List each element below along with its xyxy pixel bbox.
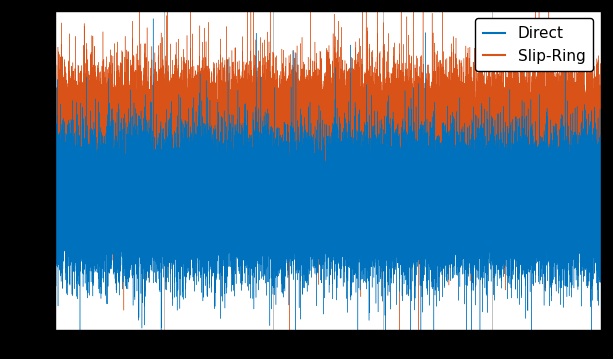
Slip-Ring [597,182,604,187]
Direct [380,229,387,233]
Slip-Ring [89,150,96,154]
Direct [457,192,464,196]
Slip-Ring [261,125,268,130]
Direct [261,198,268,202]
Direct [597,152,604,156]
Direct [183,170,190,174]
Slip-Ring [380,158,387,163]
Slip-Ring [457,166,464,171]
Direct [348,195,355,199]
Direct [150,17,157,21]
Slip-Ring [183,167,190,171]
Slip-Ring [348,147,355,151]
Slip-Ring [286,346,293,351]
Legend: Direct, Slip-Ring: Direct, Slip-Ring [475,18,593,71]
Line: Direct: Direct [55,19,601,359]
Line: Slip-Ring: Slip-Ring [55,0,601,349]
Slip-Ring [51,125,59,129]
Direct [51,185,59,189]
Direct [89,213,96,218]
